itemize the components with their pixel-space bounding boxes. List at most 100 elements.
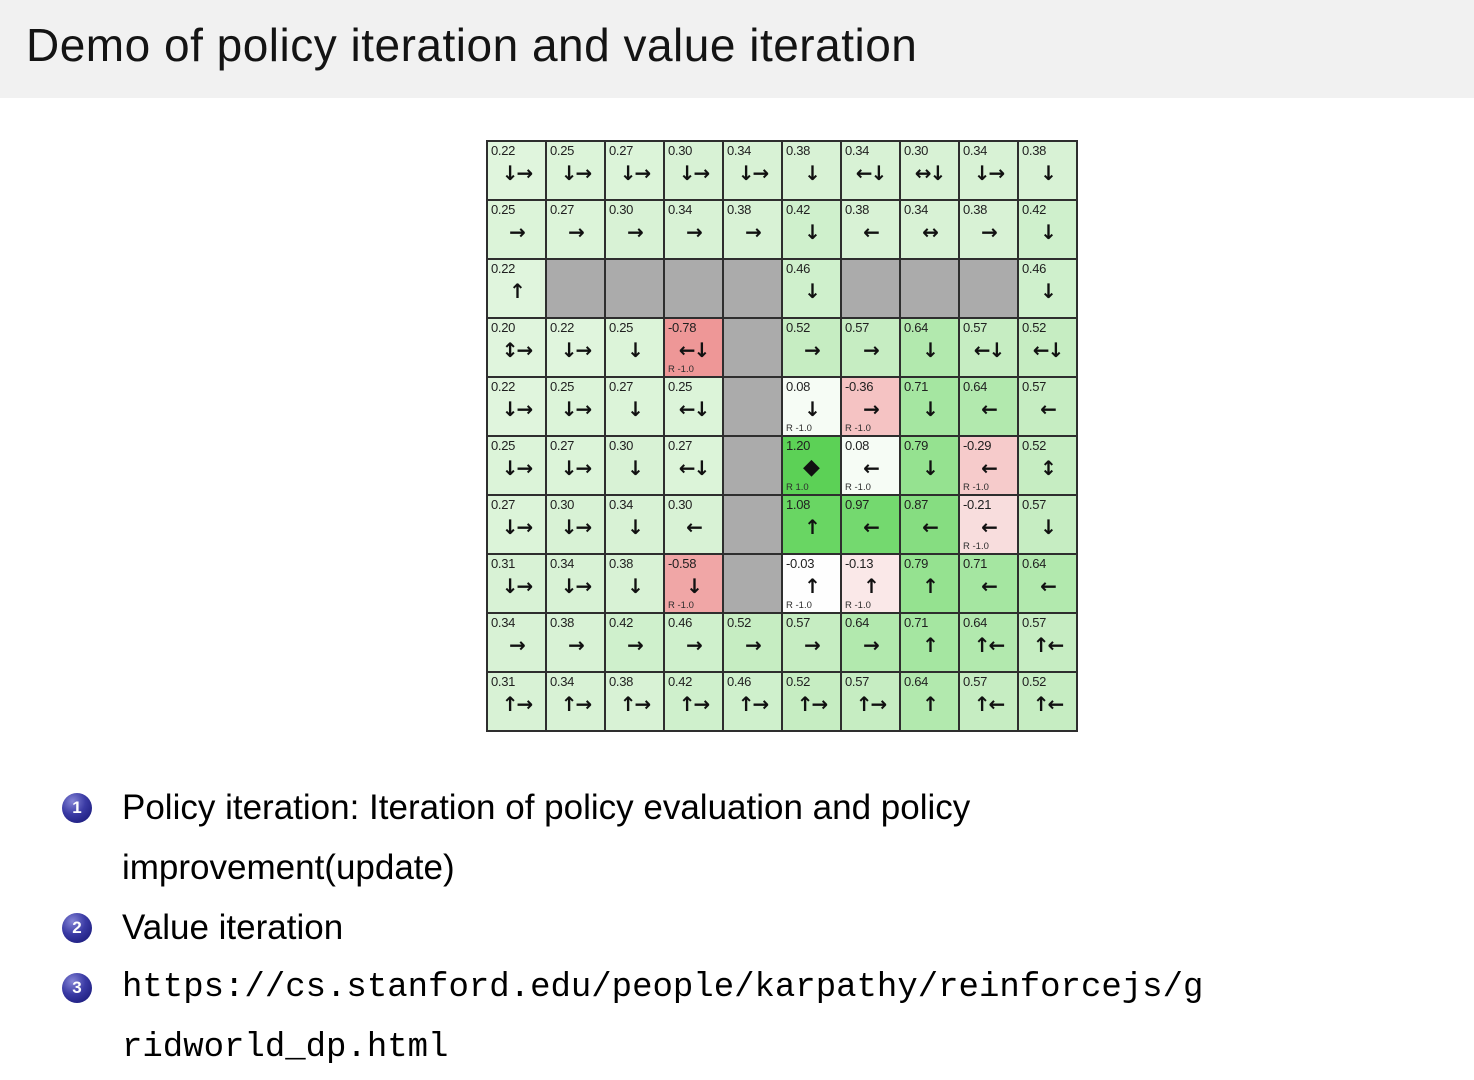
cell-value: 0.64 [904, 320, 929, 335]
policy-arrow-icon: ↓ [922, 337, 939, 362]
cell-value: 0.22 [491, 379, 516, 394]
cell-value: 0.27 [609, 379, 634, 394]
grid-cell: 0.46 ↓ [782, 259, 841, 318]
policy-arrow-icon: ↓ [804, 396, 821, 421]
cell-value: 0.25 [491, 438, 516, 453]
policy-arrow-icon: → [568, 219, 585, 244]
grid-cell: 0.38 ↓ [782, 141, 841, 200]
bullet-url-link[interactable]: https://cs.stanford.edu/people/karpathy/… [122, 969, 1204, 1067]
reward-label: R -1.0 [963, 482, 989, 493]
cell-value: 0.42 [609, 615, 634, 630]
cell-value: 0.57 [1022, 497, 1047, 512]
cell-value: 0.57 [1022, 379, 1047, 394]
policy-arrow-icon: ←↓ [678, 337, 710, 362]
bullet-demo-url: 3 https://cs.stanford.edu/people/karpath… [62, 958, 1292, 1078]
cell-value: 0.34 [668, 202, 693, 217]
cell-value: -0.13 [845, 556, 874, 571]
grid-cell: 0.71 ↑ [900, 613, 959, 672]
cell-value: 0.64 [963, 379, 988, 394]
cell-value: -0.03 [786, 556, 815, 571]
reward-label: R -1.0 [786, 600, 812, 611]
grid-cell: 0.57 ↓ [1018, 495, 1077, 554]
grid-cell: 0.79 ↑ [900, 554, 959, 613]
policy-arrow-icon: ← [1040, 396, 1057, 421]
grid-cell: 0.22 ↓→ [546, 318, 605, 377]
policy-arrow-icon: ↓→ [560, 396, 592, 421]
bullet-1-badge: 1 [62, 793, 92, 823]
grid-cell: 0.25 → [487, 200, 546, 259]
cell-value: 0.52 [786, 674, 811, 689]
cell-value: 0.87 [904, 497, 929, 512]
cell-value: 0.27 [668, 438, 693, 453]
grid-cell: -0.13 ↑ R -1.0 [841, 554, 900, 613]
cell-value: 0.38 [550, 615, 575, 630]
grid-wall-cell [723, 259, 782, 318]
policy-arrow-icon: ↑→ [796, 691, 828, 716]
policy-arrow-icon: ← [686, 514, 703, 539]
grid-wall-cell [723, 495, 782, 554]
cell-value: -0.21 [963, 497, 992, 512]
grid-cell: 0.38 → [959, 200, 1018, 259]
grid-cell: 1.08 ↑ [782, 495, 841, 554]
cell-value: 0.30 [550, 497, 575, 512]
bullet-1-text: Policy iteration: Iteration of policy ev… [122, 788, 971, 887]
cell-value: 0.08 [845, 438, 870, 453]
policy-arrow-icon: ↕→ [501, 337, 533, 362]
policy-arrow-icon: ← [863, 455, 880, 480]
policy-arrow-icon: → [745, 219, 762, 244]
grid-wall-cell [664, 259, 723, 318]
grid-cell: -0.29 ← R -1.0 [959, 436, 1018, 495]
policy-arrow-icon: ← [981, 514, 998, 539]
policy-arrow-icon: ↓→ [678, 160, 710, 185]
policy-arrow-icon: ←↓ [855, 160, 887, 185]
policy-arrow-icon: ↑→ [619, 691, 651, 716]
grid-cell: 0.52 → [723, 613, 782, 672]
grid-cell: 0.34 → [487, 613, 546, 672]
policy-arrow-icon: ↓→ [501, 573, 533, 598]
grid-cell: 0.52 ↑← [1018, 672, 1077, 731]
policy-arrow-icon: ↑→ [560, 691, 592, 716]
policy-arrow-icon: ↓→ [501, 455, 533, 480]
bullet-2-text: Value iteration [122, 908, 344, 947]
policy-arrow-icon: ↔ [922, 219, 939, 244]
policy-arrow-icon: ↓ [1040, 219, 1057, 244]
grid-cell: 0.34 ↓→ [546, 554, 605, 613]
policy-arrow-icon: ↑→ [501, 691, 533, 716]
policy-arrow-icon: ↑ [863, 573, 880, 598]
grid-cell: 0.30 ← [664, 495, 723, 554]
grid-cell: -0.58 ↓ R -1.0 [664, 554, 723, 613]
cell-value: 0.38 [963, 202, 988, 217]
cell-value: 0.38 [845, 202, 870, 217]
policy-arrow-icon: → [863, 632, 880, 657]
grid-cell: 0.57 ←↓ [959, 318, 1018, 377]
grid-cell: 0.46 ↑→ [723, 672, 782, 731]
grid-cell: 0.52 ↕ [1018, 436, 1077, 495]
policy-arrow-icon: ↓ [627, 396, 644, 421]
policy-arrow-icon: ↑ [922, 632, 939, 657]
policy-arrow-icon: ↕ [1040, 455, 1057, 480]
grid-cell: 0.52 ←↓ [1018, 318, 1077, 377]
grid-cell: 0.34 ↓→ [723, 141, 782, 200]
reward-label: R -1.0 [845, 482, 871, 493]
cell-value: 0.25 [491, 202, 516, 217]
grid-cell: 0.30 ↓→ [546, 495, 605, 554]
policy-arrow-icon: ↓→ [501, 514, 533, 539]
cell-value: 0.22 [491, 143, 516, 158]
grid-cell: 0.34 ↓ [605, 495, 664, 554]
grid-cell: 0.64 ← [1018, 554, 1077, 613]
policy-arrow-icon: ↑← [973, 691, 1005, 716]
policy-arrow-icon: ↓→ [560, 514, 592, 539]
cell-value: 0.34 [550, 674, 575, 689]
policy-arrow-icon: ↑→ [737, 691, 769, 716]
policy-arrow-icon: ↑ [804, 514, 821, 539]
gridworld-grid: 0.22 ↓→ 0.25 ↓→ 0.27 ↓→ 0.30 ↓→ 0.34 ↓→ 0.38 ↓ 0.34 ←… [486, 140, 1078, 732]
bullet-policy-iteration: 1 Policy iteration: Iteration of policy … [62, 778, 1292, 898]
policy-arrow-icon: ← [1040, 573, 1057, 598]
grid-cell: 0.25 ↓→ [546, 141, 605, 200]
cell-value: 0.64 [845, 615, 870, 630]
cell-value: 0.27 [550, 202, 575, 217]
grid-wall-cell [605, 259, 664, 318]
cell-value: 0.34 [609, 497, 634, 512]
policy-arrow-icon: ↓ [804, 219, 821, 244]
cell-value: 0.30 [668, 497, 693, 512]
